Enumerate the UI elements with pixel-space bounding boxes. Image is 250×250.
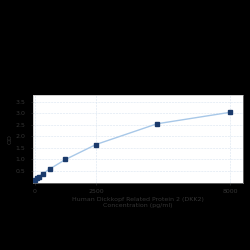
X-axis label: Human Dickkopf Related Protein 2 (DKK2)
Concentration (pg/ml): Human Dickkopf Related Protein 2 (DKK2) … [72,197,204,208]
Y-axis label: OD: OD [8,134,13,144]
